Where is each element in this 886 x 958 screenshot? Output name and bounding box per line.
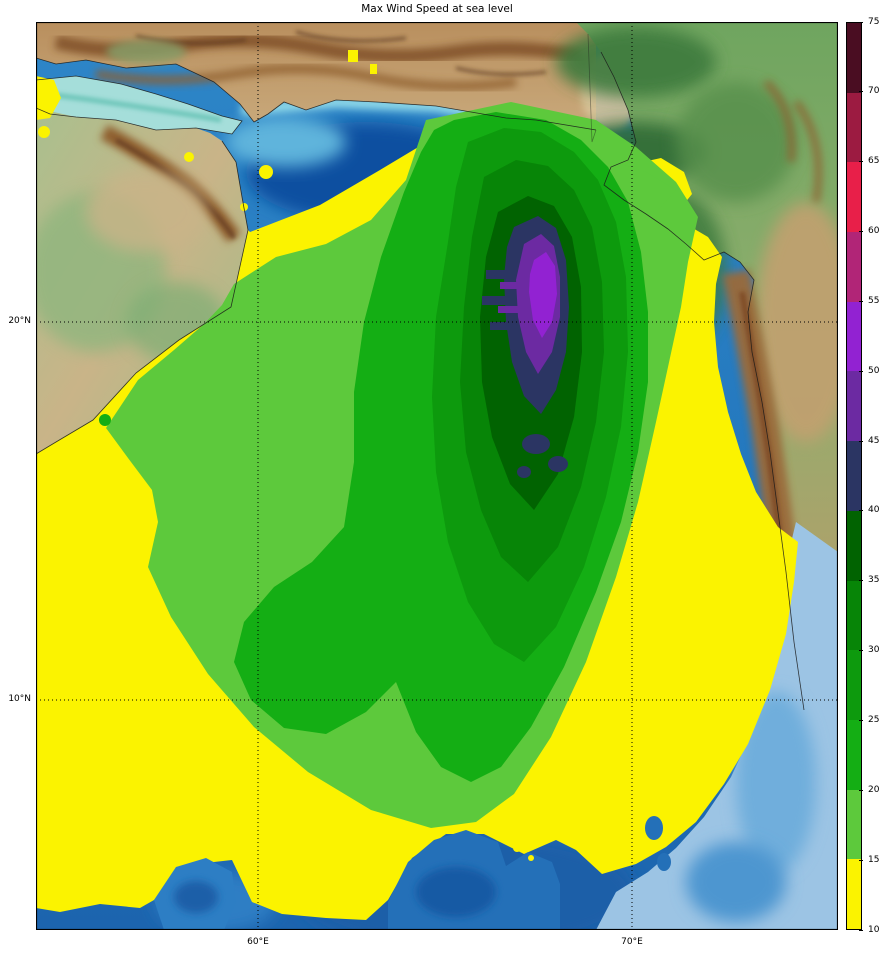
colorbar-band-40-45	[847, 441, 861, 511]
contour-10-15	[513, 844, 521, 852]
colorbar-tick	[859, 859, 863, 861]
sea-window	[657, 853, 671, 871]
colorbar-tick-label: 75	[868, 16, 880, 27]
contour-20-25	[99, 414, 111, 426]
contour-45-50	[500, 282, 522, 289]
colorbar-band-45-50	[847, 371, 861, 442]
colorbar-tick	[859, 929, 863, 931]
plot-frame	[36, 22, 838, 930]
colorbar-tick-label: 55	[868, 295, 880, 306]
coastlines	[36, 33, 805, 711]
x-tick-label: 70°E	[621, 937, 643, 947]
contour-10-15	[370, 64, 377, 74]
colorbar-band-55-60	[847, 232, 861, 302]
colorbar-band-20-25	[847, 719, 861, 790]
colorbar-tick	[859, 510, 863, 512]
map-canvas	[36, 22, 838, 930]
colorbar-tick	[859, 91, 863, 93]
colorbar-tick-label: 45	[868, 435, 880, 446]
colorbar-tick-label: 35	[868, 575, 880, 586]
x-tick-label: 60°E	[247, 937, 269, 947]
contour-10-15	[36, 76, 61, 120]
contour-40-45	[482, 296, 514, 305]
y-tick-label: 20°N	[8, 316, 31, 326]
contour-10-15	[348, 50, 358, 62]
contour-40-45	[486, 270, 512, 279]
colorbar-tick-label: 70	[868, 86, 880, 97]
colorbar-tick	[859, 789, 863, 791]
colorbar-band-70-75	[847, 23, 861, 93]
colorbar-tick	[859, 719, 863, 721]
colorbar-tick-label: 25	[868, 714, 880, 725]
colorbar-band-15-20	[847, 789, 861, 860]
colorbar-tick	[859, 580, 863, 582]
contour-40-45	[490, 322, 512, 330]
colorbar-band-25-30	[847, 650, 861, 720]
colorbar-band-50-55	[847, 301, 861, 372]
contour-40-45	[522, 434, 550, 454]
colorbar-tick-label: 60	[868, 226, 880, 237]
colorbar-tick	[859, 370, 863, 372]
sea-window	[645, 816, 663, 840]
colorbar-tick	[859, 650, 863, 652]
colorbar-band-65-70	[847, 92, 861, 163]
graticule	[36, 22, 838, 930]
colorbar-tick	[859, 231, 863, 233]
colorbar-tick-label: 40	[868, 505, 880, 516]
colorbar-tick	[859, 161, 863, 163]
contour-bands	[36, 50, 798, 920]
colorbar-tick-label: 65	[868, 156, 880, 167]
terrain-land	[36, 22, 838, 930]
colorbar	[846, 22, 862, 930]
colorbar-band-35-40	[847, 510, 861, 581]
colorbar-band-60-65	[847, 162, 861, 233]
colorbar-tick	[859, 440, 863, 442]
colorbar-tick	[859, 300, 863, 302]
y-tick-label: 10°N	[8, 694, 31, 704]
colorbar-band-30-35	[847, 580, 861, 651]
contour-10-15	[259, 165, 273, 179]
contour-10-15	[184, 152, 194, 162]
contour-10-15	[38, 126, 50, 138]
contour-45-50	[498, 306, 524, 313]
terrain-ocean-windows	[154, 816, 671, 930]
colorbar-tick-label: 50	[868, 365, 880, 376]
contour-10-15	[528, 855, 534, 861]
colorbar-band-10-15	[847, 859, 861, 929]
colorbar-tick-label: 20	[868, 784, 880, 795]
colorbar-tick-label: 15	[868, 854, 880, 865]
contour-50-55	[529, 252, 557, 338]
colorbar-tick	[859, 21, 863, 23]
contour-40-45	[517, 466, 531, 478]
colorbar-tick-label: 10	[868, 924, 880, 935]
plot-title: Max Wind Speed at sea level	[361, 3, 513, 15]
contour-40-45	[548, 456, 568, 472]
colorbar-tick-label: 30	[868, 645, 880, 656]
